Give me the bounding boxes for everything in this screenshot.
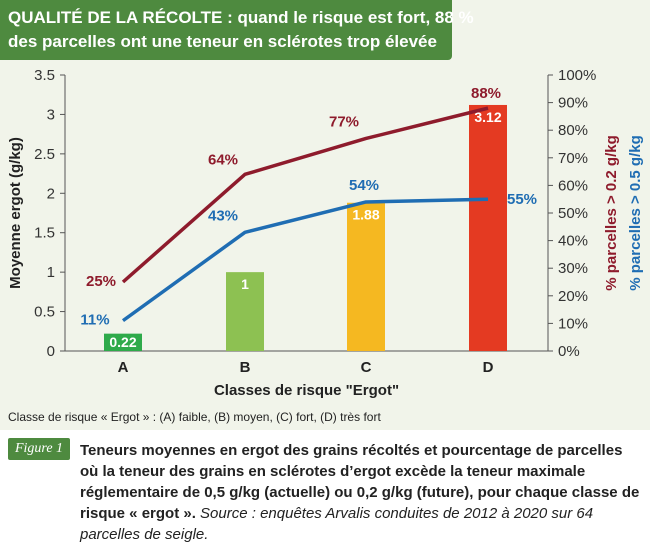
series-2-data-label: 55% [507,191,537,208]
series-line-1 [121,106,489,284]
y-tick-label-left: 2 [47,185,55,202]
y-tick-label-right: 10% [558,315,588,332]
bar-d [469,104,507,351]
y-tick-label-right: 40% [558,233,588,250]
series-1-data-label: 88% [471,85,501,102]
y-tick-label-left: 0 [47,343,55,360]
series-1-data-label: 77% [329,113,359,130]
series-2-data-label: 11% [80,312,109,329]
y-tick-label-left: 1.5 [34,225,55,242]
y-tick-label-right: 0% [558,343,580,360]
series-2-data-label: 54% [349,177,379,194]
figure-description: Teneurs moyennes en ergot des grains réc… [80,442,640,522]
bar-value-label: 0.22 [109,334,136,350]
bar-value-label: 1.88 [352,207,379,223]
bar-b [226,272,264,351]
x-tick-label: B [240,359,251,376]
y-tick-label-left: 3.5 [34,67,55,84]
y-tick-label-right: 50% [558,205,588,222]
y-tick-label-right: 100% [558,67,596,84]
y-tick-label-left: 3 [47,106,55,123]
y-tick-label-right: 20% [558,288,588,305]
y-tick-label-right: 70% [558,150,588,167]
x-tick-label: C [361,359,372,376]
y-tick-label-left: 1 [47,264,55,281]
combo-chart: 0 0.5 1 1.5 2 2.5 3 3.5 0% 10% 20% 30% 40% 50% 60% 70% 8… [7,67,644,399]
y-tick-label-left: 2.5 [34,146,55,163]
series-line-2 [121,197,489,323]
figure-caption: Teneurs moyennes en ergot des grains réc… [80,440,640,545]
series-2-data-label: 43% [208,207,238,224]
x-tick-label: D [483,359,494,376]
y-tick-label-right: 90% [558,95,588,112]
y-tick-label-right: 60% [558,177,588,194]
bar-value-label: 3.12 [474,109,501,125]
bar-value-label: 1 [241,276,249,292]
chart-panel: 0 0.5 1 1.5 2 2.5 3 3.5 0% 10% 20% 30% 40% 50% 60% 70% 8… [0,0,650,430]
risk-class-caption: Classe de risque « Ergot » : (A) faible,… [8,410,381,424]
chart-title-line-1: QUALITÉ DE LA RÉCOLTE : quand le risque … [8,8,474,27]
bar-c [347,202,385,351]
figure-source: Source : enquêtes Arvalis conduites de 2… [80,505,594,543]
chart-title-line-2: des parcelles ont une teneur en sclérote… [8,32,437,51]
x-tick-label: A [118,359,129,376]
series-1-data-label: 64% [208,151,238,168]
y-tick-label-right: 80% [558,122,588,139]
x-axis-title: Classes de risque "Ergot" [214,382,399,399]
y-axis-title-left: Moyenne ergot (g/kg) [7,137,24,289]
bar-a [104,333,142,351]
title-banner: QUALITÉ DE LA RÉCOLTE : quand le risque … [0,0,474,60]
y-tick-label-left: 0.5 [34,304,55,321]
y-tick-label-right: 30% [558,260,588,277]
y-axis-title-right-1: % parcelles > 0.2 g/kg [603,135,620,291]
y-axis-title-right-2: % parcelles > 0.5 g/kg [627,135,644,291]
series-1-data-label: 25% [86,273,116,290]
figure-badge: Figure 1 [8,438,70,460]
